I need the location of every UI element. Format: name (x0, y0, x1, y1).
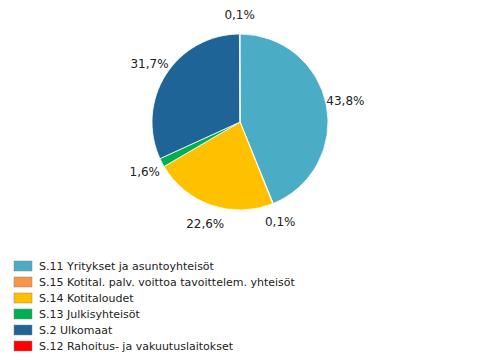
legend: S.11 Yritykset ja asuntoyhteisöt S.15 Kot… (14, 260, 296, 353)
data-labels: 43,8% 0,1% 22,6% 1,6% 31,7% 0,1% (130, 8, 365, 231)
legend-swatch (14, 325, 32, 335)
data-label: 22,6% (186, 217, 224, 231)
chart: 43,8% 0,1% 22,6% 1,6% 31,7% 0,1% S.11 Yritykse… (0, 0, 480, 360)
data-label: 0,1% (224, 8, 255, 22)
legend-label: S.14 Kotitaloudet (39, 292, 134, 305)
legend-label: S.15 Kotital. palv. voittoa tavoittelem.… (39, 276, 296, 289)
legend-swatch (14, 261, 32, 271)
legend-swatch (14, 277, 32, 287)
legend-swatch (14, 293, 32, 303)
data-label: 0,1% (265, 215, 296, 229)
slices (152, 34, 328, 210)
data-label: 1,6% (130, 165, 161, 179)
legend-label: S.11 Yritykset ja asuntoyhteisöt (39, 260, 215, 273)
legend-label: S.13 Julkisyhteisöt (39, 308, 140, 321)
data-label: 31,7% (130, 57, 168, 71)
pie-slice (239, 34, 241, 122)
legend-swatch (14, 341, 32, 351)
pie-slice (152, 34, 240, 159)
data-label: 43,8% (326, 94, 364, 108)
chart-container: 43,8% 0,1% 22,6% 1,6% 31,7% 0,1% S.11 Yritykse… (0, 0, 480, 360)
legend-label: S.2 Ulkomaat (39, 324, 113, 337)
legend-swatch (14, 309, 32, 319)
legend-label: S.12 Rahoitus- ja vakuutuslaitokset (39, 340, 234, 353)
